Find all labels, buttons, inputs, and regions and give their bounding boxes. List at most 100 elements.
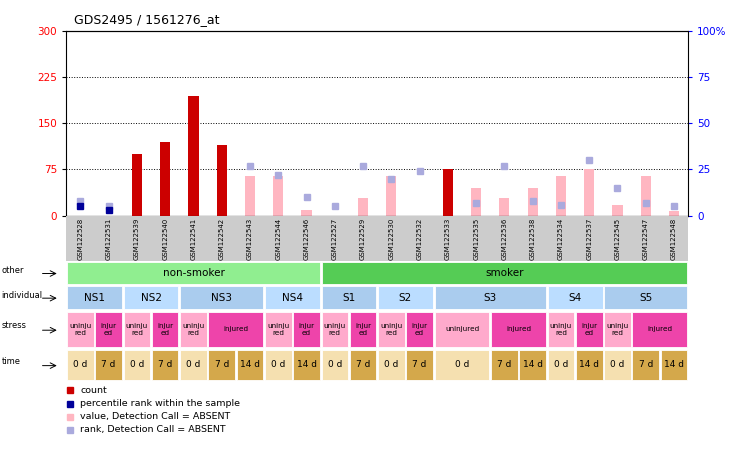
Text: uninju
red: uninju red xyxy=(267,323,289,336)
Text: injur
ed: injur ed xyxy=(299,323,314,336)
Text: uninju
red: uninju red xyxy=(126,323,148,336)
Bar xyxy=(265,286,320,309)
Text: 0 d: 0 d xyxy=(384,361,398,369)
Bar xyxy=(604,286,687,309)
Bar xyxy=(632,311,687,347)
Bar xyxy=(443,175,453,216)
Bar xyxy=(434,286,546,309)
Text: 14 d: 14 d xyxy=(579,361,599,369)
Bar xyxy=(641,175,651,216)
Bar xyxy=(584,170,594,216)
Text: GSM122534: GSM122534 xyxy=(558,218,564,260)
Text: GSM122531: GSM122531 xyxy=(106,218,112,260)
Bar xyxy=(443,170,453,216)
Bar xyxy=(576,311,603,347)
Text: injured: injured xyxy=(648,327,673,332)
Text: 7 d: 7 d xyxy=(412,361,427,369)
Text: GDS2495 / 1561276_at: GDS2495 / 1561276_at xyxy=(74,13,219,26)
Bar xyxy=(322,311,348,347)
Text: GSM122539: GSM122539 xyxy=(134,218,140,260)
Bar xyxy=(434,350,489,380)
Bar xyxy=(604,350,631,380)
Text: 7 d: 7 d xyxy=(356,361,370,369)
Text: 0 d: 0 d xyxy=(130,361,144,369)
Bar xyxy=(180,311,207,347)
Bar xyxy=(386,175,397,216)
Bar xyxy=(378,311,405,347)
Bar xyxy=(576,350,603,380)
Text: rank, Detection Call = ABSENT: rank, Detection Call = ABSENT xyxy=(80,425,226,434)
Text: other: other xyxy=(1,266,24,275)
Text: GSM122540: GSM122540 xyxy=(162,218,169,260)
Text: 0 d: 0 d xyxy=(186,361,201,369)
Bar xyxy=(661,350,687,380)
Text: injured: injured xyxy=(506,327,531,332)
Bar xyxy=(124,286,178,309)
Bar xyxy=(67,350,93,380)
Text: GSM122538: GSM122538 xyxy=(530,218,536,260)
Text: uninju
red: uninju red xyxy=(550,323,572,336)
Text: GSM122536: GSM122536 xyxy=(501,218,507,260)
Text: 7 d: 7 d xyxy=(214,361,229,369)
Text: injur
ed: injur ed xyxy=(355,323,371,336)
Bar xyxy=(471,188,481,216)
Bar xyxy=(548,350,574,380)
Bar xyxy=(208,350,235,380)
Text: GSM122529: GSM122529 xyxy=(360,218,366,260)
Text: individual: individual xyxy=(1,291,43,300)
Text: count: count xyxy=(80,386,107,395)
Bar xyxy=(322,286,376,309)
Text: smoker: smoker xyxy=(485,268,523,278)
Bar xyxy=(548,311,574,347)
Bar xyxy=(245,175,255,216)
Bar xyxy=(491,350,517,380)
Text: 14 d: 14 d xyxy=(240,361,260,369)
Text: GSM122541: GSM122541 xyxy=(191,218,197,260)
Bar xyxy=(293,311,320,347)
Bar xyxy=(491,311,546,347)
Text: GSM122542: GSM122542 xyxy=(219,218,224,260)
Text: 14 d: 14 d xyxy=(523,361,542,369)
Bar xyxy=(237,350,263,380)
Bar xyxy=(265,311,291,347)
Text: uninju
red: uninju red xyxy=(324,323,346,336)
Text: GSM122532: GSM122532 xyxy=(417,218,422,260)
Text: uninju
red: uninju red xyxy=(381,323,403,336)
Text: 7 d: 7 d xyxy=(498,361,512,369)
Text: 0 d: 0 d xyxy=(455,361,469,369)
Bar xyxy=(67,311,93,347)
Bar xyxy=(96,350,122,380)
Text: time: time xyxy=(1,357,21,366)
Text: uninju
red: uninju red xyxy=(606,323,629,336)
Text: percentile rank within the sample: percentile rank within the sample xyxy=(80,399,240,408)
Text: 0 d: 0 d xyxy=(610,361,625,369)
Text: GSM122545: GSM122545 xyxy=(615,218,620,260)
Text: injur
ed: injur ed xyxy=(101,323,117,336)
Bar xyxy=(208,311,263,347)
Bar xyxy=(499,199,509,216)
Text: NS2: NS2 xyxy=(141,292,161,303)
Bar xyxy=(67,286,122,309)
Text: 14 d: 14 d xyxy=(297,361,316,369)
Text: 0 d: 0 d xyxy=(271,361,286,369)
Text: GSM122547: GSM122547 xyxy=(643,218,648,260)
Bar xyxy=(160,142,170,216)
Text: S4: S4 xyxy=(568,292,581,303)
Bar xyxy=(406,311,433,347)
Bar xyxy=(302,210,311,216)
Bar xyxy=(124,350,150,380)
Bar xyxy=(669,211,679,216)
Bar xyxy=(265,350,291,380)
Bar xyxy=(632,350,659,380)
Text: GSM122528: GSM122528 xyxy=(77,218,83,260)
Bar xyxy=(188,96,199,216)
Bar xyxy=(528,188,538,216)
Text: stress: stress xyxy=(1,321,26,330)
Text: injured: injured xyxy=(223,327,249,332)
Text: GSM122530: GSM122530 xyxy=(389,218,394,260)
Bar xyxy=(406,350,433,380)
Text: GSM122543: GSM122543 xyxy=(247,218,253,260)
Text: injur
ed: injur ed xyxy=(411,323,428,336)
Text: uninju
red: uninju red xyxy=(69,323,91,336)
Bar xyxy=(350,311,376,347)
